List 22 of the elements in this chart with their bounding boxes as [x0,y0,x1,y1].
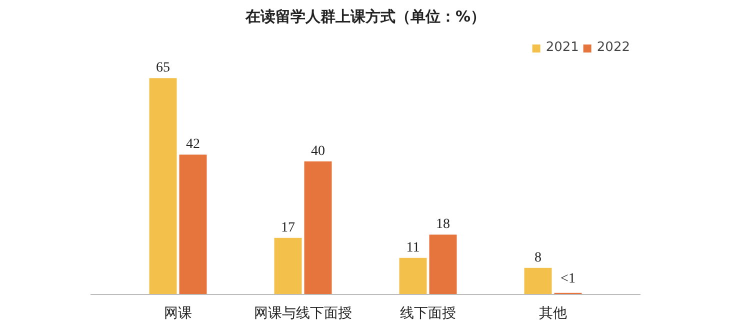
data-label: <1 [560,271,576,286]
data-label: 8 [534,250,542,266]
bar [274,238,302,294]
bar [429,234,457,294]
x-tick-label: 网课与线下面授 [254,306,352,322]
data-label: 17 [281,220,295,236]
bar [304,161,332,294]
x-tick-label: 网课 [164,306,192,322]
bar [399,258,427,294]
data-label: 42 [186,137,200,152]
bar [179,154,207,294]
data-label: 18 [436,217,450,232]
data-label: 65 [156,60,170,76]
chart-title: 在读留学人群上课方式（单位：%） [244,8,486,26]
legend-label: 2022 [596,40,630,55]
x-tick-label: 其他 [539,306,567,322]
bar [149,78,177,294]
x-tick-label: 线下面授 [400,306,456,322]
data-label: 11 [406,240,420,256]
data-label: 40 [311,144,325,159]
bar [524,268,552,294]
legend-label: 2021 [546,40,579,55]
